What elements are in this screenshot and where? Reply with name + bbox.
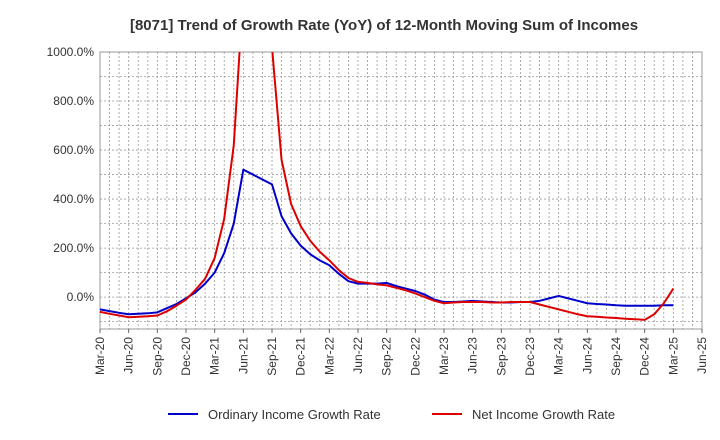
y-tick-label: 1000.0% bbox=[47, 45, 95, 59]
y-tick-label: 600.0% bbox=[53, 143, 94, 157]
x-tick-label: Dec-21 bbox=[294, 337, 308, 376]
x-tick-label: Jun-23 bbox=[466, 337, 480, 374]
x-tick-label: Dec-20 bbox=[179, 337, 193, 376]
x-tick-label: Dec-24 bbox=[638, 337, 652, 376]
x-tick-label: Dec-22 bbox=[408, 337, 422, 376]
x-tick-label: Sep-23 bbox=[494, 337, 508, 376]
y-tick-label: 800.0% bbox=[53, 94, 94, 108]
y-tick-label: 400.0% bbox=[53, 192, 94, 206]
x-tick-label: Sep-21 bbox=[265, 337, 279, 376]
legend: Ordinary Income Growth Rate Net Income Gr… bbox=[168, 407, 615, 422]
x-tick-label: Jun-25 bbox=[695, 337, 709, 374]
series-line-2 bbox=[100, 52, 675, 321]
x-tick-label: Sep-24 bbox=[609, 337, 623, 376]
x-tick-label: Mar-24 bbox=[552, 337, 566, 375]
series-layer bbox=[100, 52, 675, 321]
chart-title: [8071] Trend of Growth Rate (YoY) of 12-… bbox=[130, 17, 638, 34]
x-tick-label: Sep-20 bbox=[150, 337, 164, 376]
x-tick-label: Jun-21 bbox=[236, 337, 250, 374]
x-tick-label: Dec-23 bbox=[523, 337, 537, 376]
x-tick-label: Mar-23 bbox=[437, 337, 451, 375]
x-tick-label: Jun-20 bbox=[122, 337, 136, 374]
grid-lines bbox=[100, 51, 702, 329]
legend-label-1: Ordinary Income Growth Rate bbox=[208, 407, 381, 422]
y-axis: 0.0% 200.0% 400.0% 600.0% 800.0% 1000.0% bbox=[47, 45, 95, 304]
x-tick-label: Mar-21 bbox=[208, 337, 222, 375]
x-tick-label: Jun-22 bbox=[351, 337, 365, 374]
y-tick-label: 0.0% bbox=[67, 290, 95, 304]
x-tick-label: Mar-25 bbox=[666, 337, 680, 375]
x-tick-label: Mar-22 bbox=[322, 337, 336, 375]
y-tick-label: 200.0% bbox=[53, 241, 94, 255]
x-tick-label: Sep-22 bbox=[380, 337, 394, 376]
series-line-1 bbox=[100, 168, 674, 316]
x-axis: Mar-20 Jun-20 Sep-20 Dec-20 Mar-21 Jun-21 Sep-… bbox=[93, 329, 709, 376]
x-tick-label: Jun-24 bbox=[580, 337, 594, 374]
x-tick-label: Mar-20 bbox=[93, 337, 107, 375]
legend-label-2: Net Income Growth Rate bbox=[472, 407, 615, 422]
